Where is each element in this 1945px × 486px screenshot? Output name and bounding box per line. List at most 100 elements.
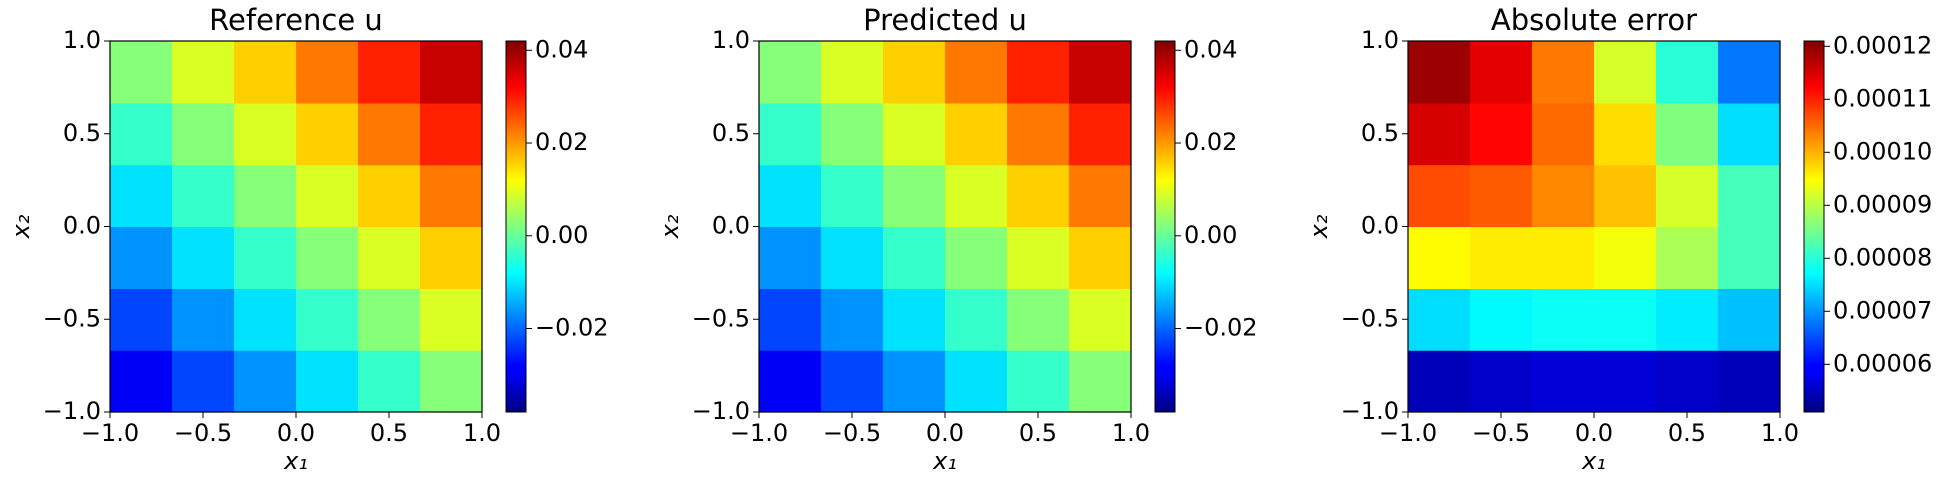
heat-cell [1408, 350, 1471, 413]
x-tick-label: 0.5 [1668, 419, 1706, 447]
heat-cell [110, 350, 173, 413]
heat-cell [1470, 350, 1533, 413]
x-tick-label: −0.5 [174, 419, 232, 447]
heat-cell [1656, 102, 1719, 166]
heat-cell [233, 164, 297, 228]
x-tick-label: 0.5 [370, 419, 408, 447]
colorbar-tick-label: −0.02 [535, 314, 609, 342]
heat-cell [419, 350, 483, 413]
heat-cell [759, 41, 822, 104]
heat-cell [1068, 288, 1132, 351]
y-tick-label: −1.0 [692, 397, 750, 425]
heat-cell [1408, 41, 1471, 104]
y-axis-label: x₂ [1305, 214, 1333, 239]
y-tick-label: 1.0 [1361, 26, 1399, 54]
heat-cell [1717, 226, 1781, 289]
heat-cell [358, 288, 421, 351]
heat-cell [1531, 41, 1595, 104]
heat-cell [296, 350, 359, 413]
heat-cell [945, 164, 1008, 228]
heat-cell [821, 350, 884, 413]
heat-cell [1531, 164, 1595, 228]
colorbar [505, 40, 527, 413]
colorbar-tick-label: 0.02 [535, 128, 588, 156]
x-tick-label: 0.0 [277, 419, 315, 447]
y-axis-label: x₂ [656, 214, 684, 239]
colorbar-tick-label: 0.00012 [1833, 31, 1932, 59]
heat-cell [1594, 164, 1657, 228]
heat-cell [233, 102, 297, 166]
heat-cell [296, 164, 359, 228]
heat-cell [1068, 102, 1132, 166]
y-tick-label: 0.0 [712, 212, 750, 240]
heat-cell [1717, 350, 1781, 413]
heat-cell [759, 288, 822, 351]
y-tick-label: 0.5 [63, 119, 101, 147]
x-tick-label: −1.0 [1379, 419, 1437, 447]
colorbar-tick-label: 0.04 [535, 35, 588, 63]
x-tick-label: 0.0 [1575, 419, 1613, 447]
y-tick-label: −1.0 [43, 397, 101, 425]
heat-cell [419, 102, 483, 166]
heat-cell [1717, 102, 1781, 166]
y-tick-label: −1.0 [1341, 397, 1399, 425]
heat-cell [358, 102, 421, 166]
heat-cell [1656, 41, 1719, 104]
colorbar-tick-label: 0.00 [1184, 221, 1237, 249]
colorbar-tick-label: 0.00009 [1833, 190, 1932, 218]
y-tick-label: −0.5 [692, 304, 750, 332]
colorbar-tick-label: 0.00007 [1833, 296, 1932, 324]
y-tick-label: 1.0 [63, 26, 101, 54]
heat-cell [296, 102, 359, 166]
heat-cell [945, 288, 1008, 351]
heat-cell [1594, 102, 1657, 166]
heat-cell [1068, 350, 1132, 413]
heat-cell [945, 350, 1008, 413]
heat-cell [821, 164, 884, 228]
heat-cell [110, 102, 173, 166]
heat-cell [759, 102, 822, 166]
heat-cell [1007, 102, 1070, 166]
colorbar-tick-label: 0.04 [1184, 35, 1237, 63]
heat-cell [1408, 288, 1471, 351]
heat-cell [759, 226, 822, 289]
heat-cell [358, 41, 421, 104]
colorbar-tick-label: 0.00010 [1833, 137, 1932, 165]
heat-cell [172, 102, 235, 166]
heat-cell [172, 164, 235, 228]
heat-cell [882, 350, 946, 413]
heat-cell [1007, 350, 1070, 413]
y-tick-label: 0.5 [712, 119, 750, 147]
chart-title: Absolute error [1491, 3, 1697, 37]
x-axis-label: x₁ [932, 447, 957, 475]
heat-cell [1007, 41, 1070, 104]
y-tick-label: 1.0 [712, 26, 750, 54]
x-tick-label: 1.0 [1761, 419, 1799, 447]
heat-cell [419, 164, 483, 228]
x-tick-label: −0.5 [1472, 419, 1530, 447]
heat-cell [1531, 288, 1595, 351]
heat-cell [1594, 226, 1657, 289]
heat-cell [1470, 288, 1533, 351]
heat-cell [1594, 41, 1657, 104]
heat-cell [1531, 226, 1595, 289]
chart-title: Reference u [209, 3, 383, 37]
heat-cell [110, 226, 173, 289]
heat-cell [759, 350, 822, 413]
heat-cell [1007, 226, 1070, 289]
y-tick-label: 0.0 [1361, 212, 1399, 240]
heat-cell [1470, 226, 1533, 289]
heat-cell [1470, 164, 1533, 228]
heat-cell [1594, 288, 1657, 351]
heat-cell [1531, 350, 1595, 413]
heat-cell [1470, 102, 1533, 166]
colorbar-tick-label: 0.02 [1184, 128, 1237, 156]
heat-cell [110, 288, 173, 351]
heat-cell [882, 226, 946, 289]
heat-cell [110, 164, 173, 228]
x-axis-label: x₁ [1581, 447, 1606, 475]
x-tick-label: 0.0 [926, 419, 964, 447]
heat-cell [1068, 41, 1132, 104]
colorbar-tick-label: 0.00011 [1833, 84, 1932, 112]
